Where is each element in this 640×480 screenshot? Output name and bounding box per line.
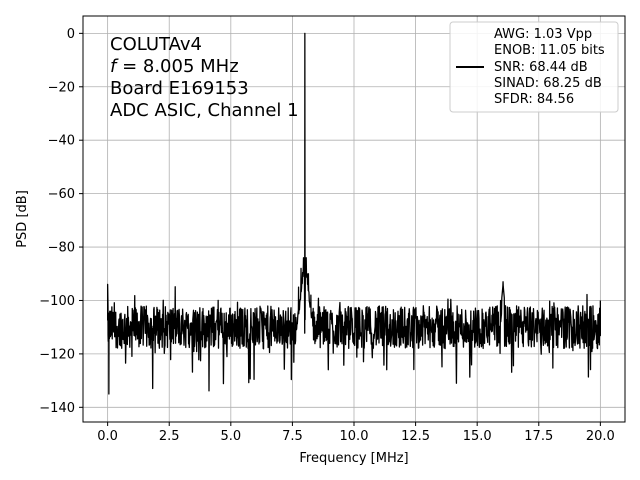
x-tick-label: 17.5	[524, 429, 553, 444]
y-tick-label: −80	[48, 241, 75, 256]
legend-line-4: SINAD: 68.25 dB	[494, 76, 602, 91]
legend: AWG: 1.03 Vpp ENOB: 11.05 bits SNR: 68.4…	[449, 21, 619, 113]
x-tick-label: 0.0	[97, 429, 118, 444]
legend-line-3: SNR: 68.44 dB	[494, 60, 588, 75]
y-ticks: 0 −20 −40 −60 −80 −100 −120 −140	[39, 27, 83, 416]
x-tick-label: 12.5	[401, 429, 430, 444]
x-axis-label: Frequency [MHz]	[299, 451, 408, 466]
series-layer	[106, 32, 602, 395]
annotation-block: COLUTAv4 f = 8.005 MHz Board E169153 ADC…	[110, 34, 299, 121]
x-tick-label: 2.5	[159, 429, 180, 444]
legend-line-5: SFDR: 84.56	[494, 92, 574, 107]
annotation-line-2: f = 8.005 MHz	[110, 56, 239, 77]
annotation-line-1: COLUTAv4	[110, 34, 202, 55]
y-tick-label: −140	[39, 401, 75, 416]
x-tick-label: 20.0	[586, 429, 615, 444]
annotation-line-3: Board E169153	[110, 78, 249, 99]
annotation-frequency: = 8.005 MHz	[122, 56, 239, 77]
legend-line-1: AWG: 1.03 Vpp	[494, 27, 592, 42]
y-tick-label: −100	[39, 294, 75, 309]
legend-line-2: ENOB: 11.05 bits	[494, 43, 605, 58]
annotation-line-4: ADC ASIC, Channel 1	[110, 100, 299, 121]
y-tick-label: −120	[39, 347, 75, 362]
x-tick-label: 7.5	[282, 429, 303, 444]
annotation-italic-f: f	[110, 56, 119, 77]
x-tick-label: 10.0	[340, 429, 369, 444]
y-tick-label: 0	[67, 27, 75, 42]
x-tick-label: 5.0	[220, 429, 241, 444]
psd-series-line	[106, 32, 602, 395]
y-axis-label: PSD [dB]	[15, 190, 30, 248]
x-tick-label: 15.0	[463, 429, 492, 444]
x-ticks: 0.0 2.5 5.0 7.5 10.0 12.5 15.0 17.5 20.0	[97, 422, 615, 444]
y-tick-label: −40	[48, 134, 75, 149]
y-tick-label: −20	[48, 80, 75, 95]
y-tick-label: −60	[48, 187, 75, 202]
legend-box	[449, 21, 619, 113]
